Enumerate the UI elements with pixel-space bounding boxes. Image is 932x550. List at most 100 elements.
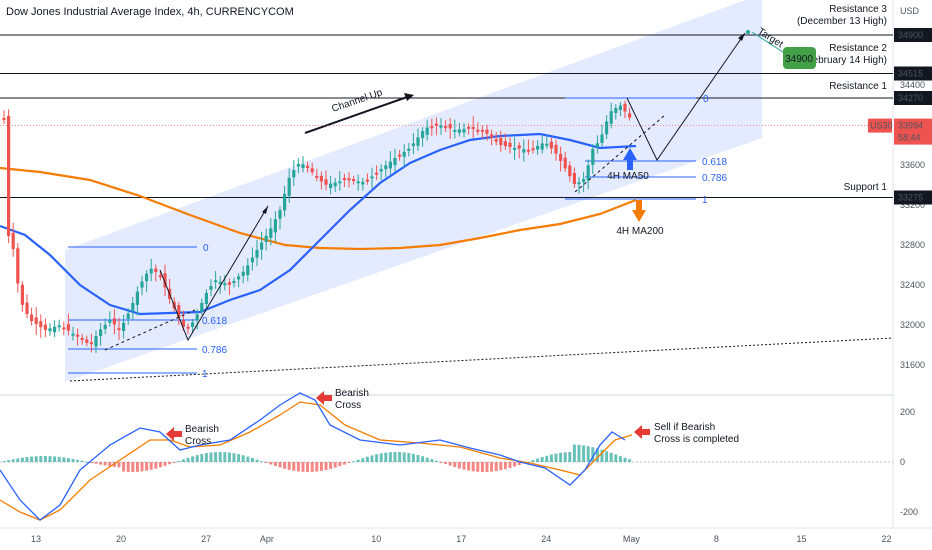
candle-body — [126, 313, 130, 319]
sell-line1: Sell if Bearish — [654, 422, 715, 433]
macd-bar — [508, 462, 512, 468]
candle-body — [283, 193, 287, 211]
macd-bar — [16, 458, 20, 462]
y-tick-4: 33200 — [900, 200, 925, 210]
candle-body — [296, 164, 300, 167]
candle-body — [250, 257, 254, 263]
channel-up-label: Channel Up — [330, 87, 384, 115]
y-tick-2: 32400 — [900, 280, 925, 290]
candle-body — [338, 181, 342, 184]
candle-body — [490, 134, 494, 138]
macd-bar — [301, 462, 305, 472]
macd-bar — [53, 456, 57, 462]
macd-bar — [623, 457, 627, 462]
macd-bar — [168, 462, 172, 465]
macd-bar — [7, 460, 11, 462]
macd-bar — [39, 456, 43, 462]
macd-bar — [34, 456, 38, 462]
macd-bar — [485, 462, 489, 472]
macd-bar — [605, 451, 609, 462]
macd-bar — [2, 461, 6, 463]
macd-bar — [457, 462, 461, 469]
price-tag-3: 33275 — [898, 193, 923, 203]
macd-bar — [549, 454, 553, 462]
candle-body — [117, 328, 121, 331]
macd-bar — [352, 461, 356, 463]
chart-title: Dow Jones Industrial Average Index, 4h, … — [6, 6, 294, 18]
macd-bar — [499, 462, 503, 471]
price-tag-1: 34515 — [898, 69, 923, 79]
candle-body — [434, 123, 438, 126]
x-tick-5: 17 — [456, 534, 466, 544]
macd-bar — [241, 455, 245, 462]
candle-body — [563, 157, 567, 169]
macd-bar — [209, 452, 213, 462]
macd-bar — [122, 462, 126, 472]
macd-bar — [365, 456, 369, 462]
macd-histogram — [2, 444, 632, 472]
candle-body — [71, 333, 75, 336]
macd-bar — [287, 462, 291, 470]
x-tick-6: 24 — [541, 534, 551, 544]
current-price-bg — [894, 118, 932, 145]
candle-body — [559, 153, 563, 161]
candle-body — [264, 235, 268, 242]
macd-bar — [540, 457, 544, 462]
candle-body — [112, 318, 116, 325]
macd-bar — [99, 462, 103, 465]
macd-bar — [181, 459, 185, 462]
macd-bar — [471, 462, 475, 472]
projection-left-arrow — [262, 206, 268, 214]
macd-bar — [172, 462, 176, 463]
candle-body — [131, 303, 135, 312]
macd-bar — [361, 458, 365, 462]
macd-bar — [416, 454, 420, 462]
macd-bar — [342, 462, 346, 465]
x-tick-0: 13 — [31, 534, 41, 544]
candle-body — [16, 248, 20, 284]
macd-bar — [278, 462, 282, 468]
candle-body — [462, 128, 466, 133]
candle-body — [76, 334, 80, 337]
y-tick-3: 32800 — [900, 240, 925, 250]
macd-bar — [250, 458, 254, 462]
candle-body — [269, 228, 273, 238]
candle-body — [209, 286, 213, 290]
candle-body — [186, 326, 190, 329]
candle-body — [623, 103, 627, 112]
bearish1-line1: Bearish — [185, 424, 219, 435]
x-tick-3: Apr — [260, 534, 274, 544]
candle-body — [273, 219, 277, 233]
macd-bar — [117, 462, 121, 468]
macd-bar — [467, 462, 471, 471]
macd-bar — [246, 456, 250, 462]
resistance-3-label: Resistance 3 — [829, 4, 887, 15]
macd-bar — [177, 460, 181, 462]
candle-body — [554, 144, 558, 154]
macd-bar — [218, 452, 222, 462]
candle-body — [352, 179, 356, 182]
price-tag-0: 34900 — [898, 30, 923, 40]
candle-body — [595, 143, 599, 148]
symbol-tag-bg — [868, 118, 892, 133]
candle-body — [361, 181, 365, 185]
candle-body — [536, 145, 540, 150]
resistance-2-label: Resistance 2 — [829, 43, 887, 54]
macd-bar — [223, 452, 227, 462]
macd-bar — [554, 453, 558, 462]
candle-body — [89, 342, 93, 345]
candle-body — [7, 115, 11, 237]
fib-left-label-3: 1 — [202, 369, 208, 380]
macd-bar — [609, 452, 613, 462]
target-connector — [751, 31, 787, 55]
candle-body — [508, 142, 512, 147]
candle-body — [145, 273, 149, 282]
macd-bar — [237, 454, 241, 462]
candle-body — [540, 143, 544, 150]
macd-bar — [568, 452, 572, 462]
candle-body — [439, 125, 443, 128]
macd-bar — [264, 462, 268, 463]
macd-signal-line — [0, 401, 633, 521]
macd-bar — [513, 462, 517, 467]
